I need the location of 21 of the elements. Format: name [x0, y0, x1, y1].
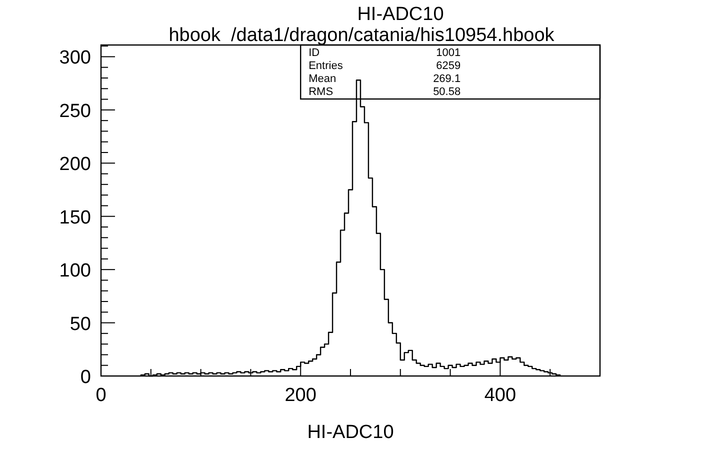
y-tick-label: 200: [59, 154, 91, 176]
y-tick-label: 300: [59, 48, 91, 69]
y-tick-label: 250: [59, 100, 91, 122]
annotation: RMS: [308, 86, 334, 98]
annotation: Entries: [308, 60, 344, 72]
chart-title: HI-ADC10: [357, 4, 444, 25]
x-tick-label: 200: [284, 385, 316, 406]
annotation: 50.58: [433, 86, 461, 98]
annotation: ID: [308, 47, 320, 59]
x-tick-label: 0: [96, 385, 106, 406]
y-tick-label: 150: [59, 207, 91, 228]
annotation: 269.1: [433, 73, 461, 85]
annotation: Mean: [308, 73, 336, 85]
x-axis-title: HI-ADC10: [307, 422, 394, 443]
chart-subtitle: hbook /data1/dragon/catania/his10954.hbook: [168, 25, 555, 46]
x-tick-label: 400: [484, 385, 516, 406]
y-tick-label: 100: [59, 260, 91, 282]
y-tick-label: 50: [70, 314, 91, 335]
y-tick-label: 0: [80, 367, 91, 388]
annotation: 6259: [436, 60, 461, 72]
annotation: 1001: [436, 47, 461, 59]
